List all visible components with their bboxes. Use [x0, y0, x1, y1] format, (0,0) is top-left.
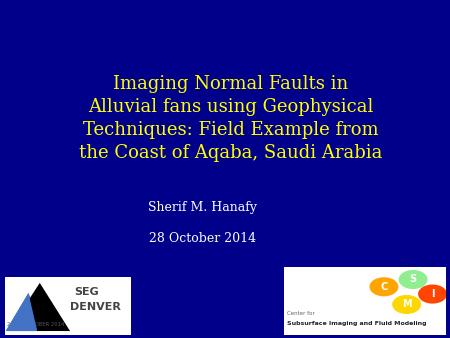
Text: 26-31 OCTOBER 2014: 26-31 OCTOBER 2014 — [7, 322, 64, 327]
Text: Imaging Normal Faults in
Alluvial fans using Geophysical
Techniques: Field Examp: Imaging Normal Faults in Alluvial fans u… — [79, 75, 382, 162]
Circle shape — [399, 271, 427, 288]
Text: DENVER: DENVER — [70, 302, 121, 312]
Polygon shape — [8, 283, 70, 331]
Text: Subsurface Imaging and Fluid Modeling: Subsurface Imaging and Fluid Modeling — [287, 321, 426, 326]
Text: S: S — [410, 274, 417, 285]
Text: Center for: Center for — [287, 311, 315, 316]
Circle shape — [370, 278, 398, 296]
Polygon shape — [6, 293, 45, 331]
Text: SEG: SEG — [74, 287, 99, 296]
Text: M: M — [402, 299, 411, 310]
Text: I: I — [431, 289, 434, 299]
FancyBboxPatch shape — [284, 267, 446, 335]
Circle shape — [419, 285, 446, 303]
Polygon shape — [6, 293, 37, 331]
Text: C: C — [380, 282, 387, 292]
FancyBboxPatch shape — [4, 277, 130, 335]
Text: 28 October 2014: 28 October 2014 — [149, 232, 256, 245]
Circle shape — [393, 296, 420, 313]
Text: Sherif M. Hanafy: Sherif M. Hanafy — [148, 201, 257, 214]
